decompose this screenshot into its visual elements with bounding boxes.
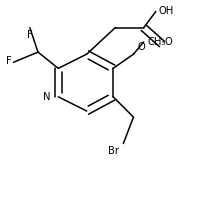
- Text: OH: OH: [159, 7, 174, 16]
- Text: F: F: [27, 30, 33, 40]
- Text: F: F: [6, 56, 12, 66]
- Text: CH₃: CH₃: [148, 37, 166, 47]
- Text: O: O: [138, 42, 145, 52]
- Text: O: O: [165, 37, 173, 47]
- Text: Br: Br: [108, 146, 119, 156]
- Text: N: N: [43, 92, 50, 102]
